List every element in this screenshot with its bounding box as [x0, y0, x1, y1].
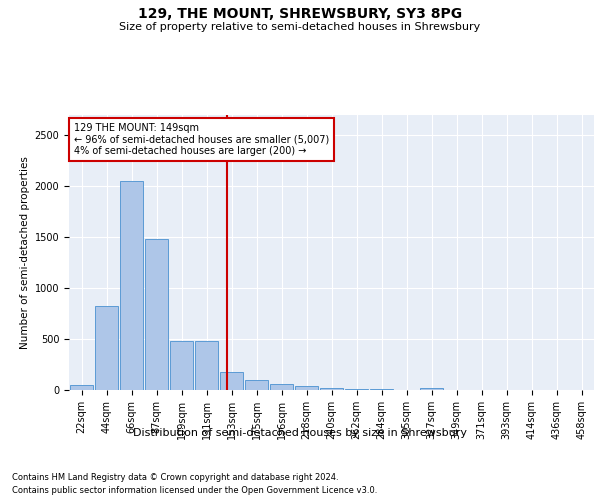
Bar	[120, 181, 143, 390]
Bar	[145, 240, 168, 390]
Bar	[245, 380, 268, 390]
Text: Size of property relative to semi-detached houses in Shrewsbury: Size of property relative to semi-detach…	[119, 22, 481, 32]
Text: Contains public sector information licensed under the Open Government Licence v3: Contains public sector information licen…	[12, 486, 377, 495]
Bar	[95, 306, 118, 390]
Text: 129, THE MOUNT, SHREWSBURY, SY3 8PG: 129, THE MOUNT, SHREWSBURY, SY3 8PG	[138, 8, 462, 22]
Text: Distribution of semi-detached houses by size in Shrewsbury: Distribution of semi-detached houses by …	[133, 428, 467, 438]
Text: Contains HM Land Registry data © Crown copyright and database right 2024.: Contains HM Land Registry data © Crown c…	[12, 472, 338, 482]
Bar	[70, 385, 93, 390]
Bar	[420, 388, 443, 390]
Y-axis label: Number of semi-detached properties: Number of semi-detached properties	[20, 156, 31, 349]
Bar	[220, 372, 243, 390]
Bar	[295, 386, 318, 390]
Text: 129 THE MOUNT: 149sqm
← 96% of semi-detached houses are smaller (5,007)
4% of se: 129 THE MOUNT: 149sqm ← 96% of semi-deta…	[74, 123, 329, 156]
Bar	[270, 384, 293, 390]
Bar	[170, 341, 193, 390]
Bar	[320, 388, 343, 390]
Bar	[195, 341, 218, 390]
